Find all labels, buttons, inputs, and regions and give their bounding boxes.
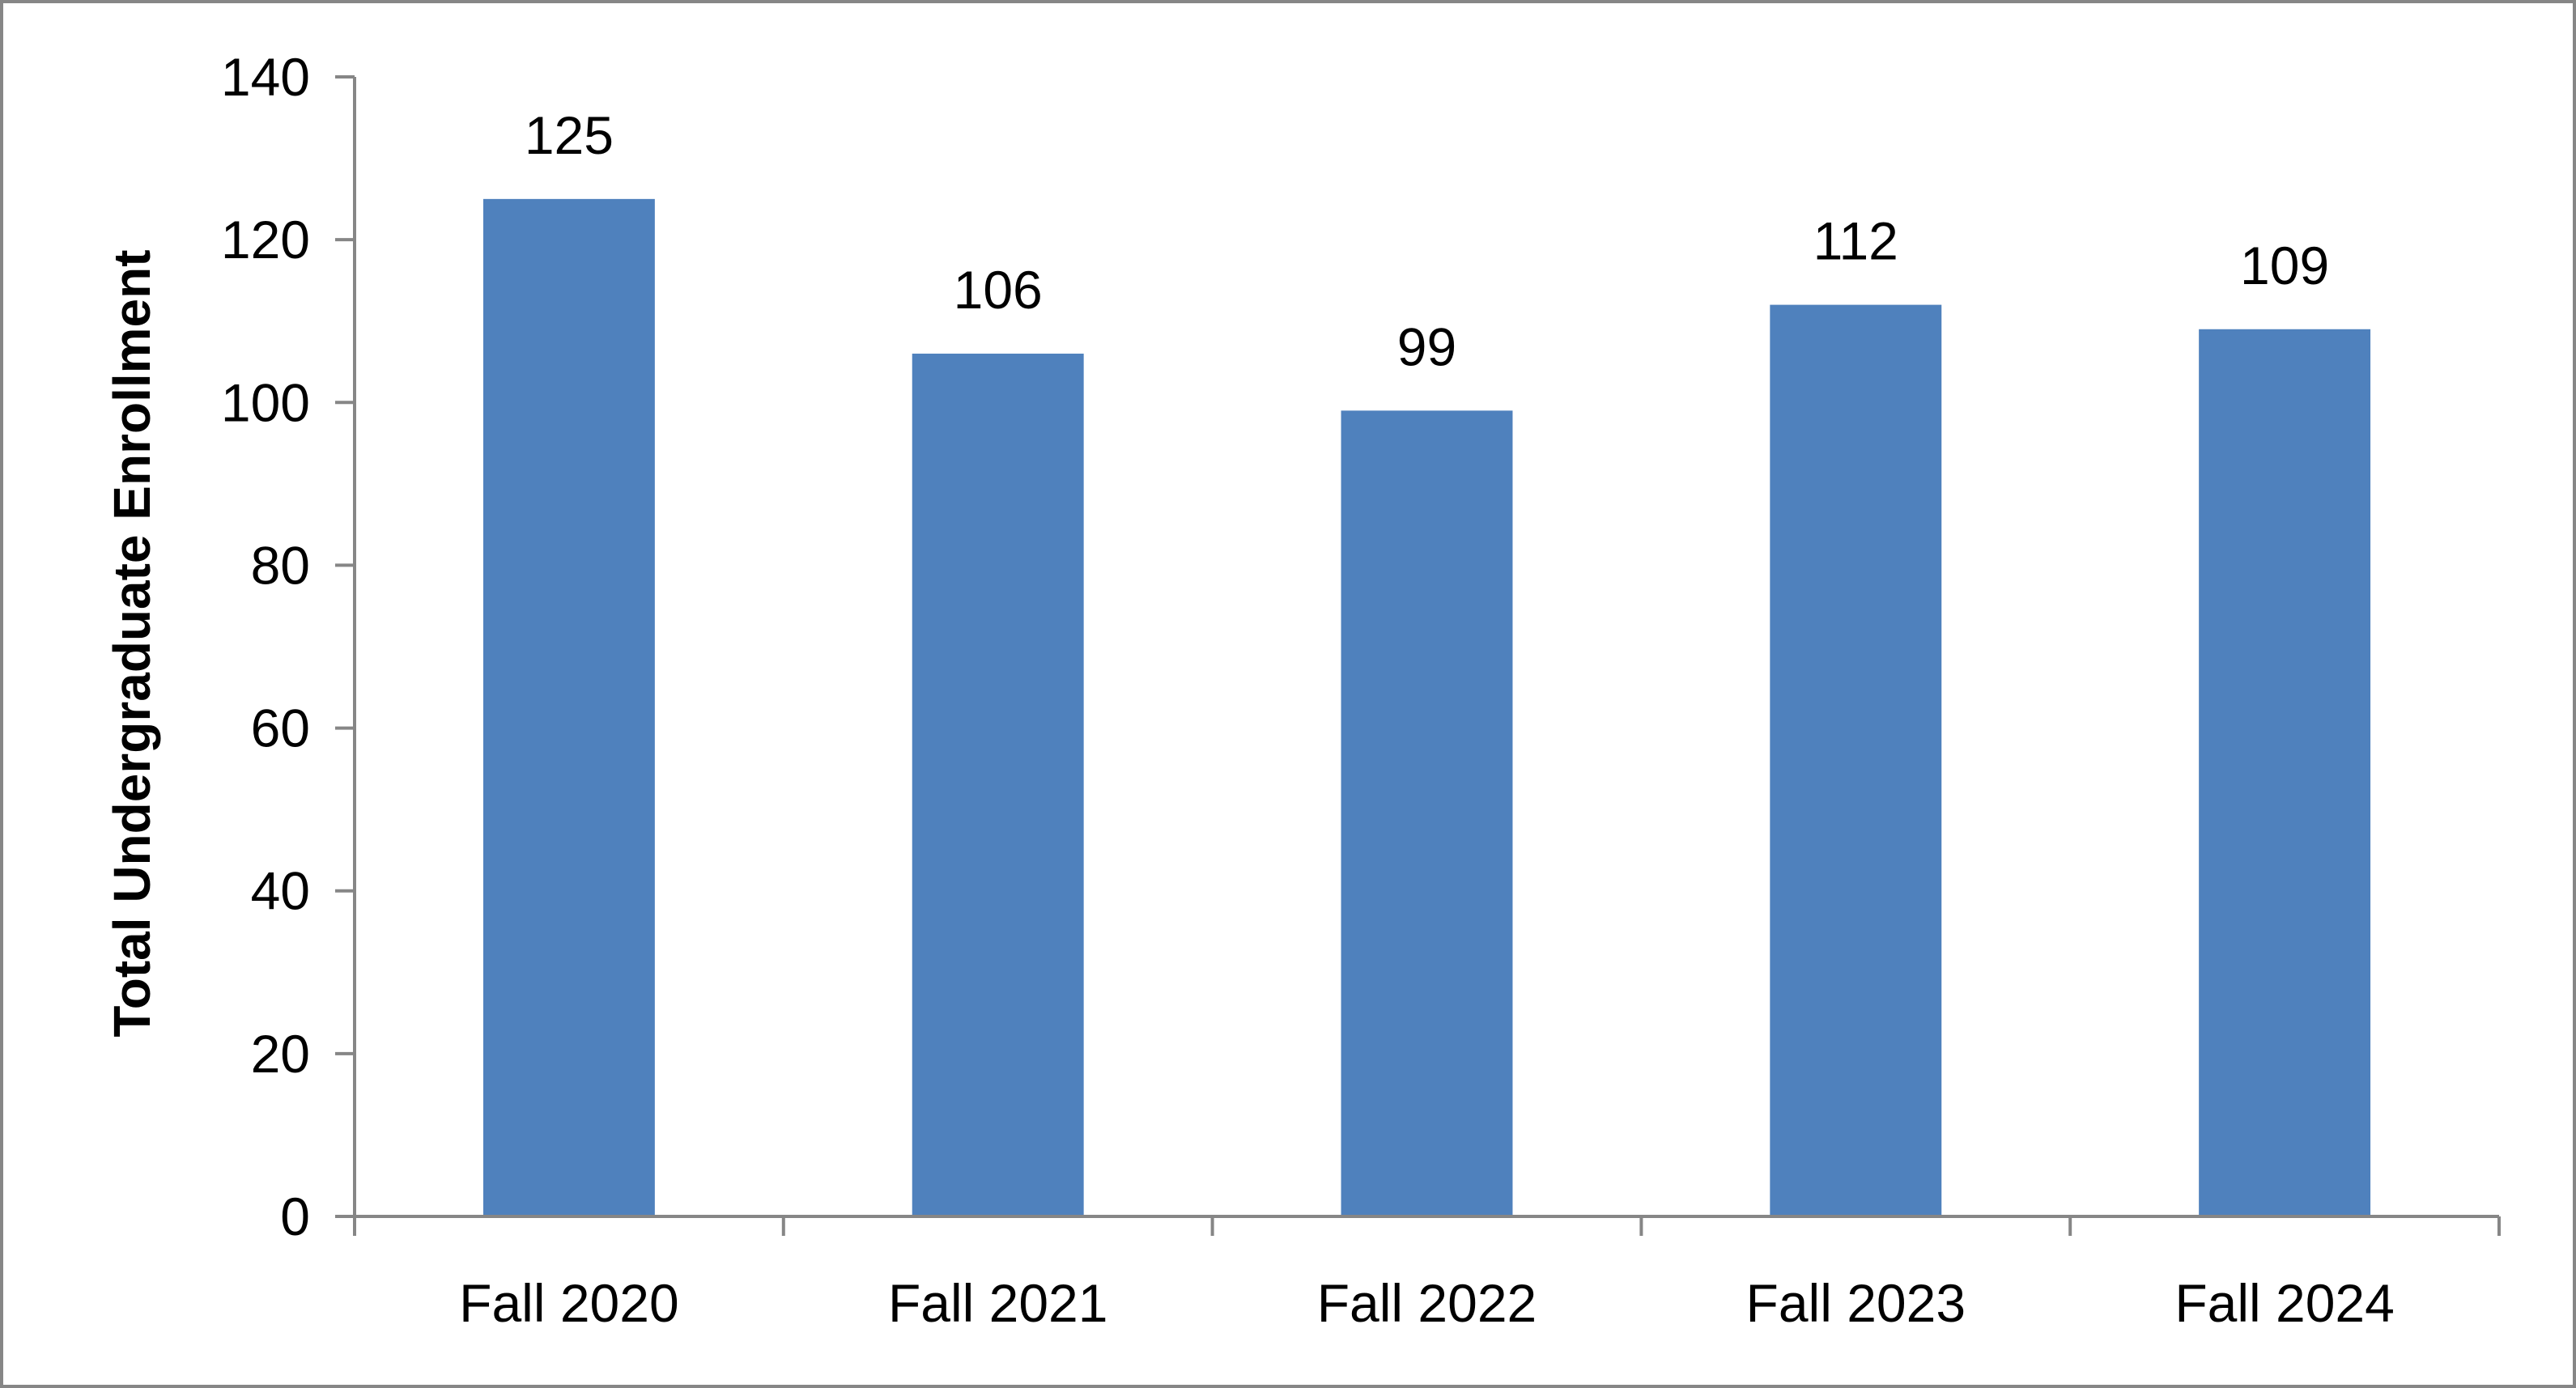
bar-fall-2024	[2199, 329, 2371, 1216]
y-tick-label: 120	[221, 210, 310, 270]
bar-fall-2021	[912, 353, 1084, 1216]
bars	[482, 198, 2371, 1217]
bar-fall-2023	[1770, 304, 1942, 1217]
bar-fall-2022	[1341, 410, 1513, 1216]
x-axis-ticks: Fall 2020 Fall 2021 Fall 2022 Fall 2023 Fall…	[353, 1216, 2501, 1333]
y-tick-label: 140	[221, 47, 310, 107]
y-tick-label: 80	[251, 535, 310, 595]
y-tick-label: 0	[280, 1186, 310, 1246]
data-label: 112	[1813, 211, 1898, 271]
x-tick-label: Fall 2023	[1746, 1273, 1966, 1333]
x-tick-label: Fall 2022	[1317, 1273, 1537, 1333]
bar-fall-2020	[482, 198, 655, 1216]
x-tick-label: Fall 2024	[2174, 1273, 2395, 1333]
y-tick-label: 40	[251, 861, 310, 921]
y-tick-label: 20	[251, 1024, 310, 1084]
y-axis-title: Total Undergraduate Enrollment	[103, 249, 161, 1037]
y-tick-label: 100	[221, 372, 310, 432]
data-label: 99	[1397, 316, 1456, 376]
y-tick-label: 60	[251, 698, 310, 758]
data-label: 109	[2240, 236, 2329, 295]
y-axis-ticks: 0 20 40 60 80 100 120 140	[221, 47, 355, 1246]
data-label: 106	[954, 260, 1043, 320]
data-labels: 125 106 99 112 109	[525, 105, 2329, 376]
data-label: 125	[525, 105, 614, 165]
x-tick-label: Fall 2021	[888, 1273, 1108, 1333]
x-tick-label: Fall 2020	[459, 1273, 679, 1333]
